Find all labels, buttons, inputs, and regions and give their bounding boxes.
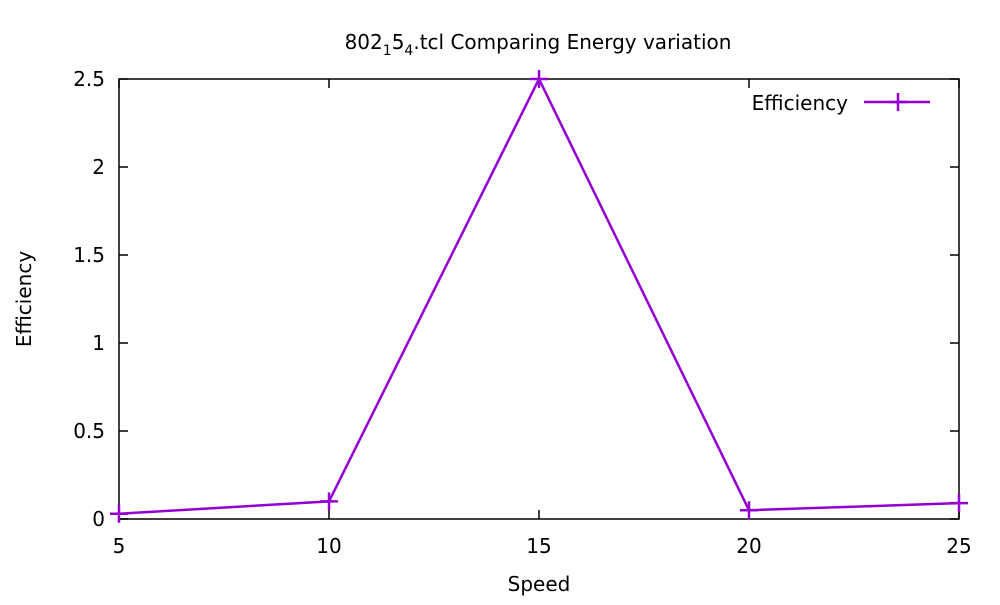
data-point-marker: [110, 504, 128, 523]
chart-title-rest: .tcl Comparing Energy variation: [413, 30, 731, 54]
x-tick-label: 25: [946, 534, 971, 558]
x-axis-title: Speed: [508, 572, 571, 596]
axis-ticks: 5 10 15 20 25 0 0.5 1 1.5 2 2.5: [73, 67, 972, 558]
chart-title-subscript-1: 1: [383, 43, 392, 59]
legend-label: Efficiency: [752, 91, 849, 115]
x-tick-label: 10: [316, 534, 341, 558]
x-tick-label: 15: [526, 534, 551, 558]
chart-title: 802154.tcl Comparing Energy variation: [345, 30, 732, 59]
y-tick-label: 0: [92, 507, 105, 531]
data-point-marker: [950, 494, 968, 513]
y-axis-title: Efficiency: [12, 251, 36, 348]
data-point-marker: [320, 492, 338, 511]
y-tick-label: 0.5: [73, 419, 105, 443]
data-point-marker: [740, 501, 758, 520]
y-tick-label: 2.5: [73, 67, 105, 91]
x-tick-label: 20: [736, 534, 761, 558]
legend-marker-plus: [889, 93, 907, 111]
chart-title-base: 802: [345, 30, 383, 54]
y-tick-label: 1: [92, 331, 105, 355]
series-layer: [110, 70, 968, 523]
y-tick-label: 2: [92, 155, 105, 179]
chart-title-mid: 5: [392, 30, 405, 54]
series-line-efficiency: [118, 76, 960, 515]
x-tick-label: 5: [113, 534, 126, 558]
data-point-marker: [530, 70, 548, 88]
y-tick-label: 1.5: [73, 243, 105, 267]
chart-title-subscript-2: 4: [404, 43, 413, 59]
plot-frame: [118, 78, 960, 520]
legend: Efficiency: [752, 91, 930, 115]
